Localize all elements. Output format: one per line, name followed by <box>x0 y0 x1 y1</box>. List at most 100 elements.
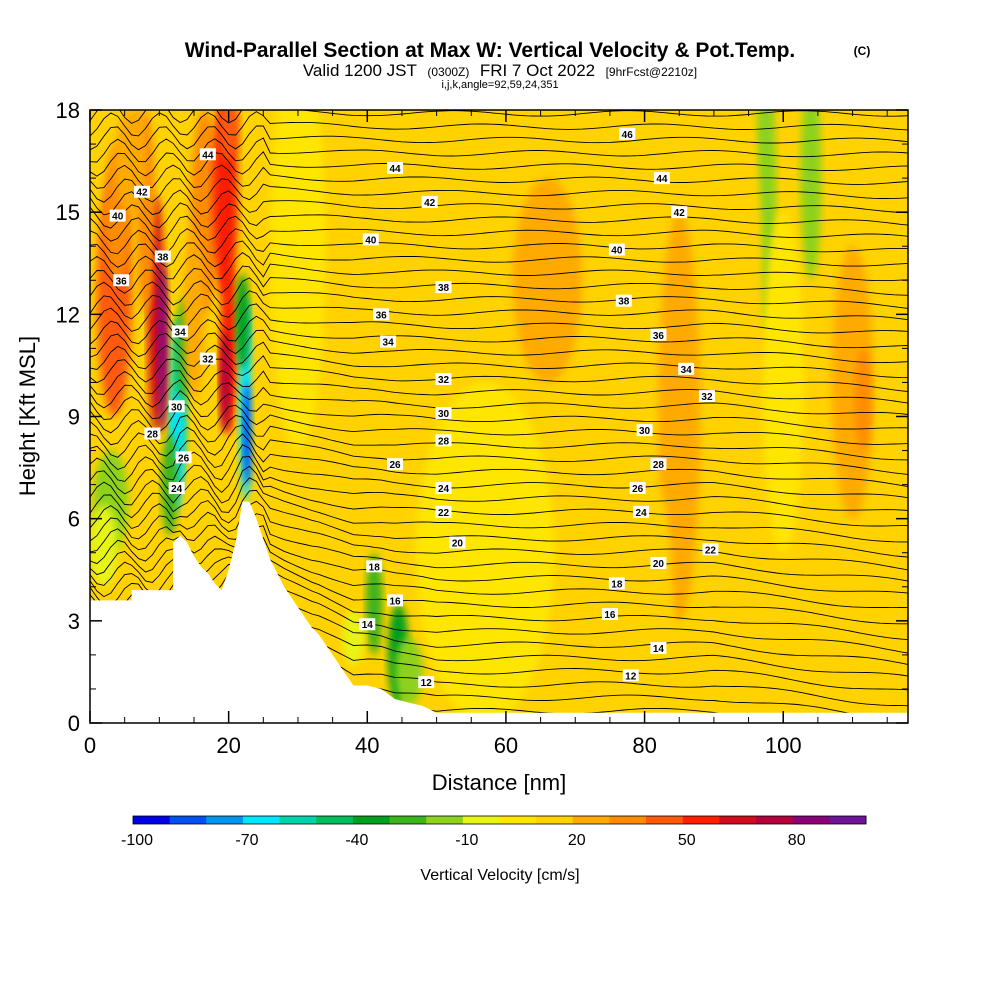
colorbar: -100 -70 -40 -10 20 50 80 <box>121 815 867 849</box>
y-tick-label: 12 <box>56 302 80 327</box>
velocity-cell <box>720 110 763 451</box>
isentrope-line <box>90 202 908 229</box>
isentrope-label-box <box>154 250 171 263</box>
isentrope-label-box <box>435 407 452 420</box>
isentrope-label-text: 34 <box>175 327 187 338</box>
isentrope-label-text: 36 <box>116 276 128 287</box>
colorbar-swatch <box>756 816 794 824</box>
isentrope-label: 34 <box>172 325 189 338</box>
isentrope-label-box <box>113 274 130 287</box>
isentrope-label-box <box>418 676 435 689</box>
isentrope-line <box>90 178 908 203</box>
isentrope-line <box>90 228 908 255</box>
isentrope-label-text: 18 <box>369 562 381 573</box>
isentrope-label-text: 30 <box>639 426 651 437</box>
isentrope-label: 24 <box>168 482 185 495</box>
isentrope-label-box <box>387 594 404 607</box>
isentrope-label: 42 <box>133 185 150 199</box>
isentrope-line <box>90 546 908 625</box>
colorbar-swatch <box>316 816 354 824</box>
isentrope-label-text: 46 <box>622 130 634 141</box>
isentrope-label-text: 24 <box>438 484 450 495</box>
velocity-cell <box>90 505 118 587</box>
y-axis-label: Height [Kft MSL] <box>15 336 40 496</box>
isentrope-label-box <box>702 543 719 556</box>
isentrope-line <box>90 355 908 392</box>
colorbar-tick-label: -100 <box>121 832 153 849</box>
isentrope-label: 18 <box>366 560 383 573</box>
isentrope-label-text: 34 <box>681 365 693 376</box>
chart-title: Wind-Parallel Section at Max W: Vertical… <box>185 39 796 62</box>
velocity-cell <box>415 382 555 723</box>
velocity-cell <box>762 212 805 553</box>
x-axis: 0 20 40 60 80 100 <box>84 110 888 758</box>
isentrope-label: 22 <box>435 505 452 519</box>
isentrope-line <box>90 290 908 321</box>
velocity-cell <box>235 273 250 369</box>
isentrope-label: 14 <box>359 618 376 631</box>
velocity-cell <box>343 610 364 666</box>
velocity-field <box>90 110 874 723</box>
isentrope-label-box <box>362 233 379 246</box>
isentrope-label-box <box>435 434 452 447</box>
isentrope-label: 44 <box>387 161 404 175</box>
isentrope-label-box <box>175 451 192 464</box>
isentrope-label: 36 <box>373 308 390 321</box>
isentrope-label-text: 38 <box>438 283 450 294</box>
y-tick-label: 3 <box>68 609 80 634</box>
isentrope-label-text: 24 <box>171 484 183 495</box>
colorbar-tick-label: 20 <box>568 832 586 849</box>
isentrope-label-text: 22 <box>705 545 717 556</box>
isentrope-line <box>90 489 908 558</box>
isentrope-label: 32 <box>199 352 216 366</box>
isentrope-label: 30 <box>168 400 185 413</box>
isentrope-label-box <box>199 352 216 365</box>
isentrope-label-text: 18 <box>611 579 623 590</box>
velocity-cell <box>800 110 822 281</box>
isentrope-label: 34 <box>678 362 695 376</box>
isentrope-label-box <box>622 669 639 682</box>
y-tick-label: 6 <box>68 507 80 532</box>
isentrope-label-box <box>421 195 438 208</box>
isentrope-label-box <box>698 390 715 403</box>
isentrope-line <box>90 456 908 511</box>
isentrope-line <box>90 525 908 594</box>
isentrope-label-box <box>671 206 688 219</box>
colorbar-swatch <box>426 816 464 824</box>
colorbar-swatch <box>242 816 281 824</box>
isentrope-label-box <box>373 308 390 321</box>
isentrope-line <box>90 370 908 404</box>
isentrope-label-text: 44 <box>656 174 668 185</box>
isentrope-label-text: 12 <box>421 678 433 689</box>
subtitle-date: FRI 7 Oct 2022 <box>480 61 595 80</box>
colorbar-swatch <box>206 816 244 824</box>
isentrope-label-box <box>650 328 667 341</box>
isentrope-label-text: 38 <box>618 297 630 308</box>
isentrope-label: 40 <box>608 243 625 257</box>
isentrope-label-text: 28 <box>438 436 450 447</box>
isentrope-label: 42 <box>421 195 438 209</box>
isentrope-line <box>90 265 908 296</box>
velocity-cell <box>183 229 205 400</box>
isentrope-line <box>90 303 908 334</box>
isentrope-label-text: 16 <box>604 610 616 621</box>
subtitle-fcst: [9hrFcst@2210z] <box>606 65 698 79</box>
isentrope-label: 36 <box>650 328 667 342</box>
isentrope-label-text: 40 <box>365 235 377 246</box>
isentrope-label: 36 <box>113 274 130 287</box>
isentrope-label-text: 34 <box>383 338 395 349</box>
isentrope-label-box <box>144 427 161 440</box>
isentrope-label-text: 36 <box>376 310 388 321</box>
isentrope-label: 26 <box>387 458 404 471</box>
colorbar-swatch <box>829 816 867 824</box>
isentrope-line <box>90 189 908 216</box>
velocity-cell <box>658 212 701 621</box>
isentrope-line <box>90 444 908 499</box>
isentrope-label-text: 24 <box>636 508 648 519</box>
colorbar-tick-label: -70 <box>235 832 258 849</box>
isentrope-label-box <box>435 281 452 294</box>
isentrope-label: 20 <box>449 536 466 550</box>
isentrope-label-box <box>678 362 695 375</box>
isentrope-label: 26 <box>629 482 646 495</box>
isentrope-label-text: 42 <box>424 198 436 209</box>
